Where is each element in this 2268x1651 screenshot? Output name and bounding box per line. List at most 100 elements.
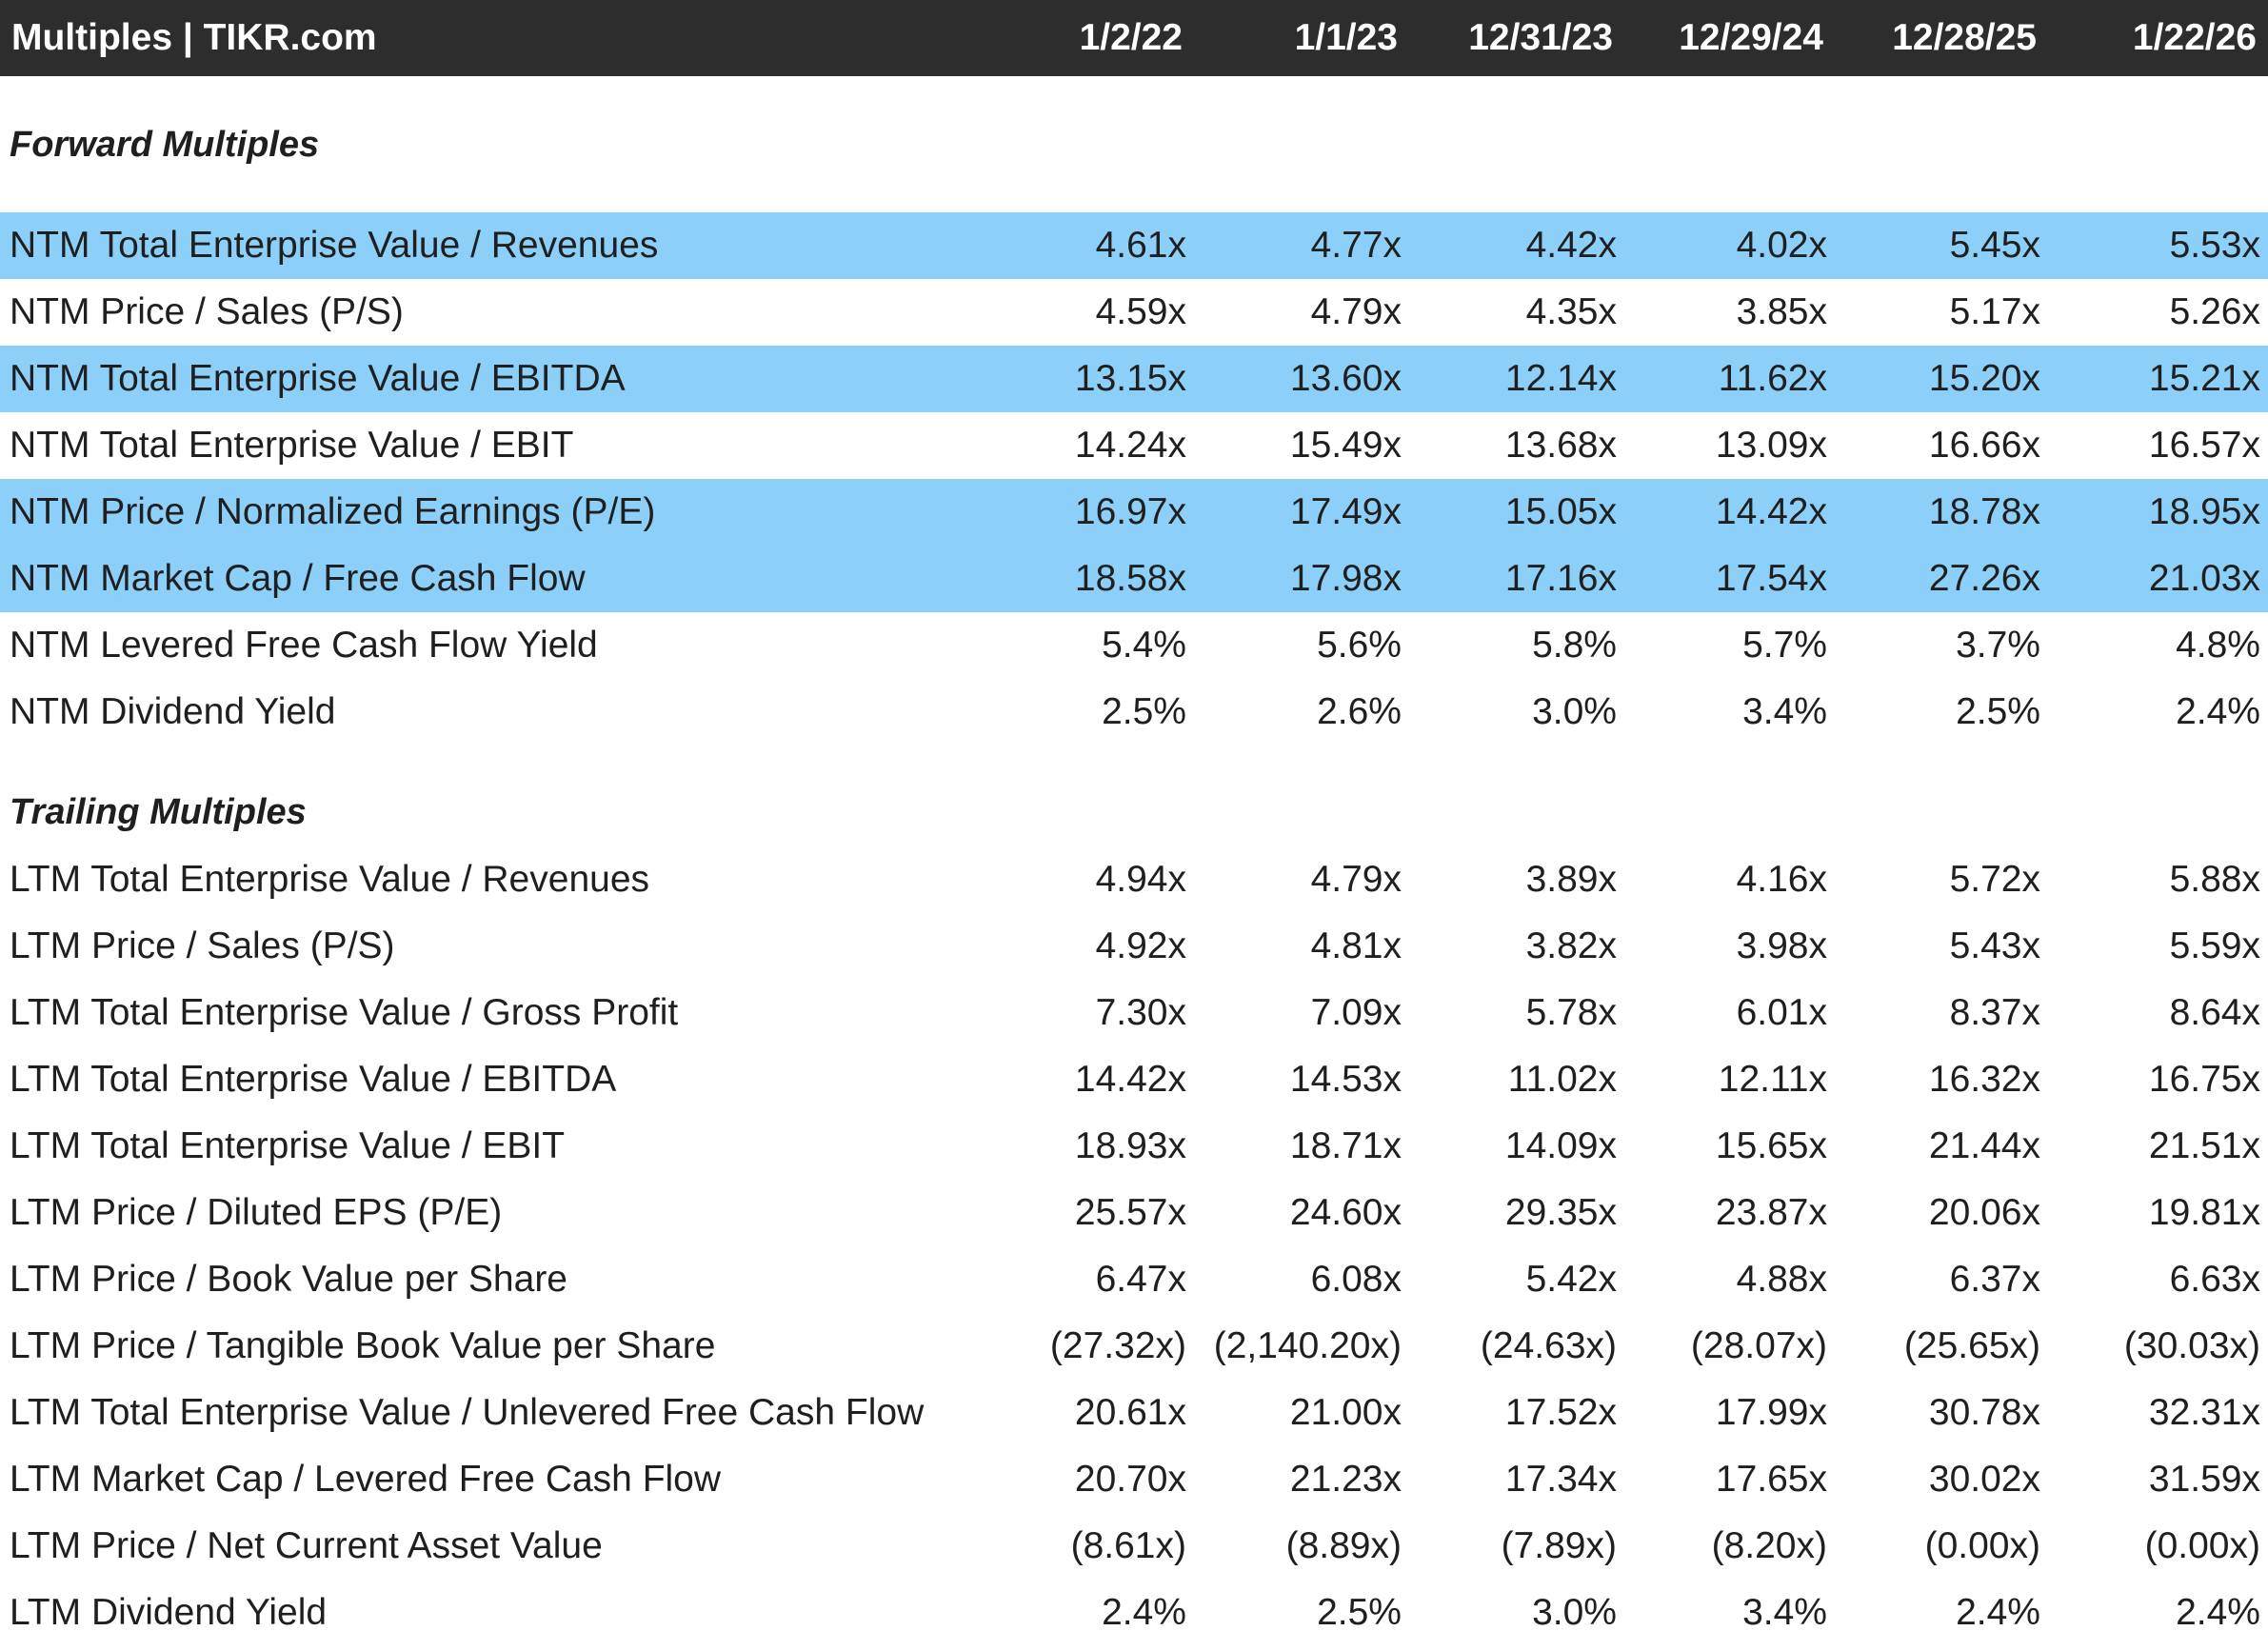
value-cell: 5.42x [1525,1259,1617,1300]
value-cell: (7.89x) [1501,1525,1617,1566]
row-label: LTM Total Enterprise Value / EBIT [10,1125,566,1166]
table-row[interactable]: NTM Total Enterprise Value / EBITDA 13.15… [0,346,2268,412]
value-cell: 2.4% [1102,1592,1186,1633]
table-row[interactable]: NTM Price / Normalized Earnings (P/E) 16.… [0,479,2268,546]
value-cell: 16.57x [2148,425,2260,466]
value-cell: (0.00x) [2144,1525,2260,1566]
value-cell: 29.35x [1504,1192,1617,1233]
value-cell: 4.59x [1095,291,1186,332]
row-label: NTM Market Cap / Free Cash Flow [10,558,586,599]
value-cell: 5.4% [1102,625,1186,666]
value-cell: 20.06x [1928,1192,2040,1233]
row-label: NTM Dividend Yield [10,691,336,732]
table-row[interactable]: LTM Price / Sales (P/S) 4.92x 4.81x 3.82x 3.… [0,913,2268,980]
value-cell: 3.85x [1736,291,1827,332]
value-cell: 17.49x [1289,491,1402,532]
value-cell: 16.97x [1074,491,1186,532]
table-row[interactable]: LTM Price / Diluted EPS (P/E) 25.57x 24.60… [0,1180,2268,1246]
value-cell: 11.62x [1718,358,1827,399]
forward-multiples-title: Forward Multiples [10,125,320,165]
value-cell: 4.61x [1095,225,1186,266]
table-row[interactable]: LTM Price / Net Current Asset Value (8.61… [0,1513,2268,1580]
table-row[interactable]: LTM Total Enterprise Value / Revenues 4.9… [0,846,2268,913]
value-cell: 8.37x [1949,992,2040,1033]
row-label: NTM Total Enterprise Value / EBITDA [10,358,626,399]
date-column-header[interactable]: 1/22/26 [2132,17,2257,58]
value-cell: 2.5% [1102,691,1186,732]
row-label: LTM Total Enterprise Value / EBITDA [10,1059,617,1100]
value-cell: 20.70x [1074,1459,1186,1500]
value-cell: 4.94x [1095,859,1186,900]
value-cell: 5.59x [2169,925,2260,966]
value-cell: 4.8% [2176,625,2260,666]
value-cell: 14.24x [1074,425,1186,466]
value-cell: 15.49x [1289,425,1402,466]
value-cell: 18.95x [2148,491,2260,532]
row-label: NTM Total Enterprise Value / Revenues [10,225,659,266]
table-row[interactable]: NTM Levered Free Cash Flow Yield 5.4% 5.6%… [0,612,2268,679]
date-column-header[interactable]: 1/1/23 [1294,17,1398,58]
row-label: LTM Price / Sales (P/S) [10,925,395,966]
value-cell: 4.02x [1736,225,1827,266]
row-label: NTM Levered Free Cash Flow Yield [10,625,598,666]
table-row[interactable]: NTM Total Enterprise Value / EBIT 14.24x 1… [0,412,2268,479]
header-title: Multiples | TIKR.com [11,17,377,58]
value-cell: 5.53x [2169,225,2260,266]
value-cell: 25.57x [1074,1192,1186,1233]
value-cell: 16.66x [1928,425,2040,466]
table-row[interactable]: LTM Dividend Yield 2.4% 2.5% 3.0% 3.4% 2.4% 2.… [0,1580,2268,1646]
table-row[interactable]: NTM Dividend Yield 2.5% 2.6% 3.0% 3.4% 2.5% 2.… [0,679,2268,746]
value-cell: 17.16x [1504,558,1617,599]
value-cell: 5.26x [2169,291,2260,332]
value-cell: 15.65x [1715,1125,1827,1166]
value-cell: 5.88x [2169,859,2260,900]
value-cell: 12.11x [1718,1059,1827,1100]
table-row[interactable]: NTM Price / Sales (P/S) 4.59x 4.79x 4.35x 3.… [0,279,2268,346]
table-row[interactable]: LTM Price / Tangible Book Value per Shar… [0,1313,2268,1380]
table-row[interactable]: LTM Total Enterprise Value / EBITDA 14.42… [0,1046,2268,1113]
date-column-header[interactable]: 1/2/22 [1079,17,1183,58]
date-column-header[interactable]: 12/29/24 [1679,17,1823,58]
row-label: LTM Total Enterprise Value / Unlevered F… [10,1392,925,1433]
value-cell: 15.21x [2148,358,2260,399]
value-cell: 17.98x [1289,558,1402,599]
row-label: LTM Price / Diluted EPS (P/E) [10,1192,503,1233]
value-cell: 2.5% [1317,1592,1402,1633]
value-cell: 5.72x [1949,859,2040,900]
value-cell: 3.4% [1742,1592,1827,1633]
row-label: LTM Price / Book Value per Share [10,1259,567,1300]
value-cell: 18.78x [1928,491,2040,532]
value-cell: 14.42x [1074,1059,1186,1100]
table-row[interactable]: LTM Price / Book Value per Share 6.47x 6.0… [0,1246,2268,1313]
value-cell: 32.31x [2148,1392,2260,1433]
value-cell: 17.34x [1504,1459,1617,1500]
value-cell: 23.87x [1715,1192,1827,1233]
table-row[interactable]: NTM Market Cap / Free Cash Flow 18.58x 17.… [0,546,2268,612]
value-cell: (8.89x) [1285,1525,1402,1566]
date-column-header[interactable]: 12/28/25 [1892,17,2037,58]
row-label: NTM Total Enterprise Value / EBIT [10,425,574,466]
value-cell: 14.09x [1504,1125,1617,1166]
date-column-header[interactable]: 12/31/23 [1468,17,1613,58]
value-cell: 13.09x [1715,425,1827,466]
row-label: LTM Market Cap / Levered Free Cash Flow [10,1459,722,1500]
table-row[interactable]: LTM Total Enterprise Value / Gross Profi… [0,980,2268,1046]
value-cell: 3.7% [1956,625,2040,666]
table-row[interactable]: LTM Market Cap / Levered Free Cash Flow 2… [0,1446,2268,1513]
table-row[interactable]: LTM Total Enterprise Value / EBIT 18.93x 1… [0,1113,2268,1180]
value-cell: 3.4% [1742,691,1827,732]
value-cell: 18.58x [1074,558,1186,599]
value-cell: 2.6% [1317,691,1402,732]
value-cell: 18.93x [1074,1125,1186,1166]
value-cell: 6.37x [1949,1259,2040,1300]
value-cell: 15.20x [1928,358,2040,399]
value-cell: 4.42x [1525,225,1617,266]
value-cell: 5.6% [1317,625,1402,666]
table-row[interactable]: NTM Total Enterprise Value / Revenues 4.6… [0,212,2268,279]
value-cell: 2.4% [2176,1592,2260,1633]
value-cell: 6.47x [1095,1259,1186,1300]
value-cell: (30.03x) [2123,1325,2260,1366]
value-cell: 3.89x [1525,859,1617,900]
table-row[interactable]: LTM Total Enterprise Value / Unlevered F… [0,1380,2268,1446]
row-label: LTM Price / Tangible Book Value per Shar… [10,1325,716,1366]
